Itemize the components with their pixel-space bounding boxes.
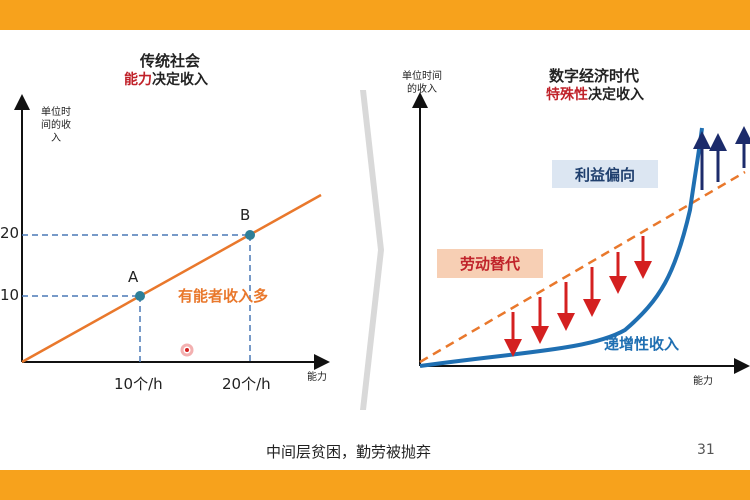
left-subtitle: 能力决定收入	[124, 69, 208, 89]
ability-income-line	[21, 193, 322, 364]
right-subtitle: 特殊性决定收入	[546, 84, 644, 104]
left-y-tick-20: 20	[0, 224, 20, 242]
point-a-label: A	[128, 268, 139, 286]
top-accent-bar	[0, 0, 750, 30]
footer-caption: 中间层贫困，勤劳被抛弃	[266, 443, 432, 461]
right-subtitle-rest: 决定收入	[588, 87, 644, 103]
interest-bias-box: 利益偏向	[552, 160, 658, 188]
line-annotation: 有能者收入多	[178, 287, 269, 305]
left-y-tick-10: 10	[0, 286, 20, 304]
interest-bias-label: 利益偏向	[574, 165, 635, 184]
right-title: 数字经济时代	[549, 67, 640, 85]
right-subtitle-highlight: 特殊性	[546, 87, 588, 103]
divider-chevron	[360, 90, 384, 410]
left-x-tick-10: 10个/h	[114, 375, 163, 393]
bottom-accent-bar	[0, 470, 750, 500]
left-x-axis-label: 能力	[307, 372, 327, 383]
left-x-tick-20: 20个/h	[222, 375, 271, 393]
left-subtitle-highlight: 能力	[124, 72, 152, 88]
right-y-axis-label: 单位时间的收入	[402, 71, 442, 95]
labor-substitution-box: 劳动替代	[437, 249, 543, 278]
cursor-marker	[180, 343, 194, 357]
point-a	[135, 291, 145, 301]
increasing-income-curve	[419, 127, 704, 368]
orange-dashed-line	[419, 170, 746, 364]
left-y-axis-label: 单位时间的收入	[41, 107, 71, 144]
labor-substitution-label: 劳动替代	[459, 255, 520, 273]
left-chart	[14, 90, 750, 410]
left-title: 传统社会	[140, 52, 201, 70]
right-x-axis-label: 能力	[693, 376, 713, 387]
slide: 传统社会 能力决定收入 单位时间的收入 20 10 A B 有能者收入多 10个…	[0, 30, 750, 470]
page-number: 31	[697, 442, 715, 458]
curve-label: 递增性收入	[604, 335, 680, 353]
left-subtitle-rest: 决定收入	[152, 72, 208, 88]
point-b-label: B	[240, 206, 251, 224]
point-b	[245, 230, 255, 240]
